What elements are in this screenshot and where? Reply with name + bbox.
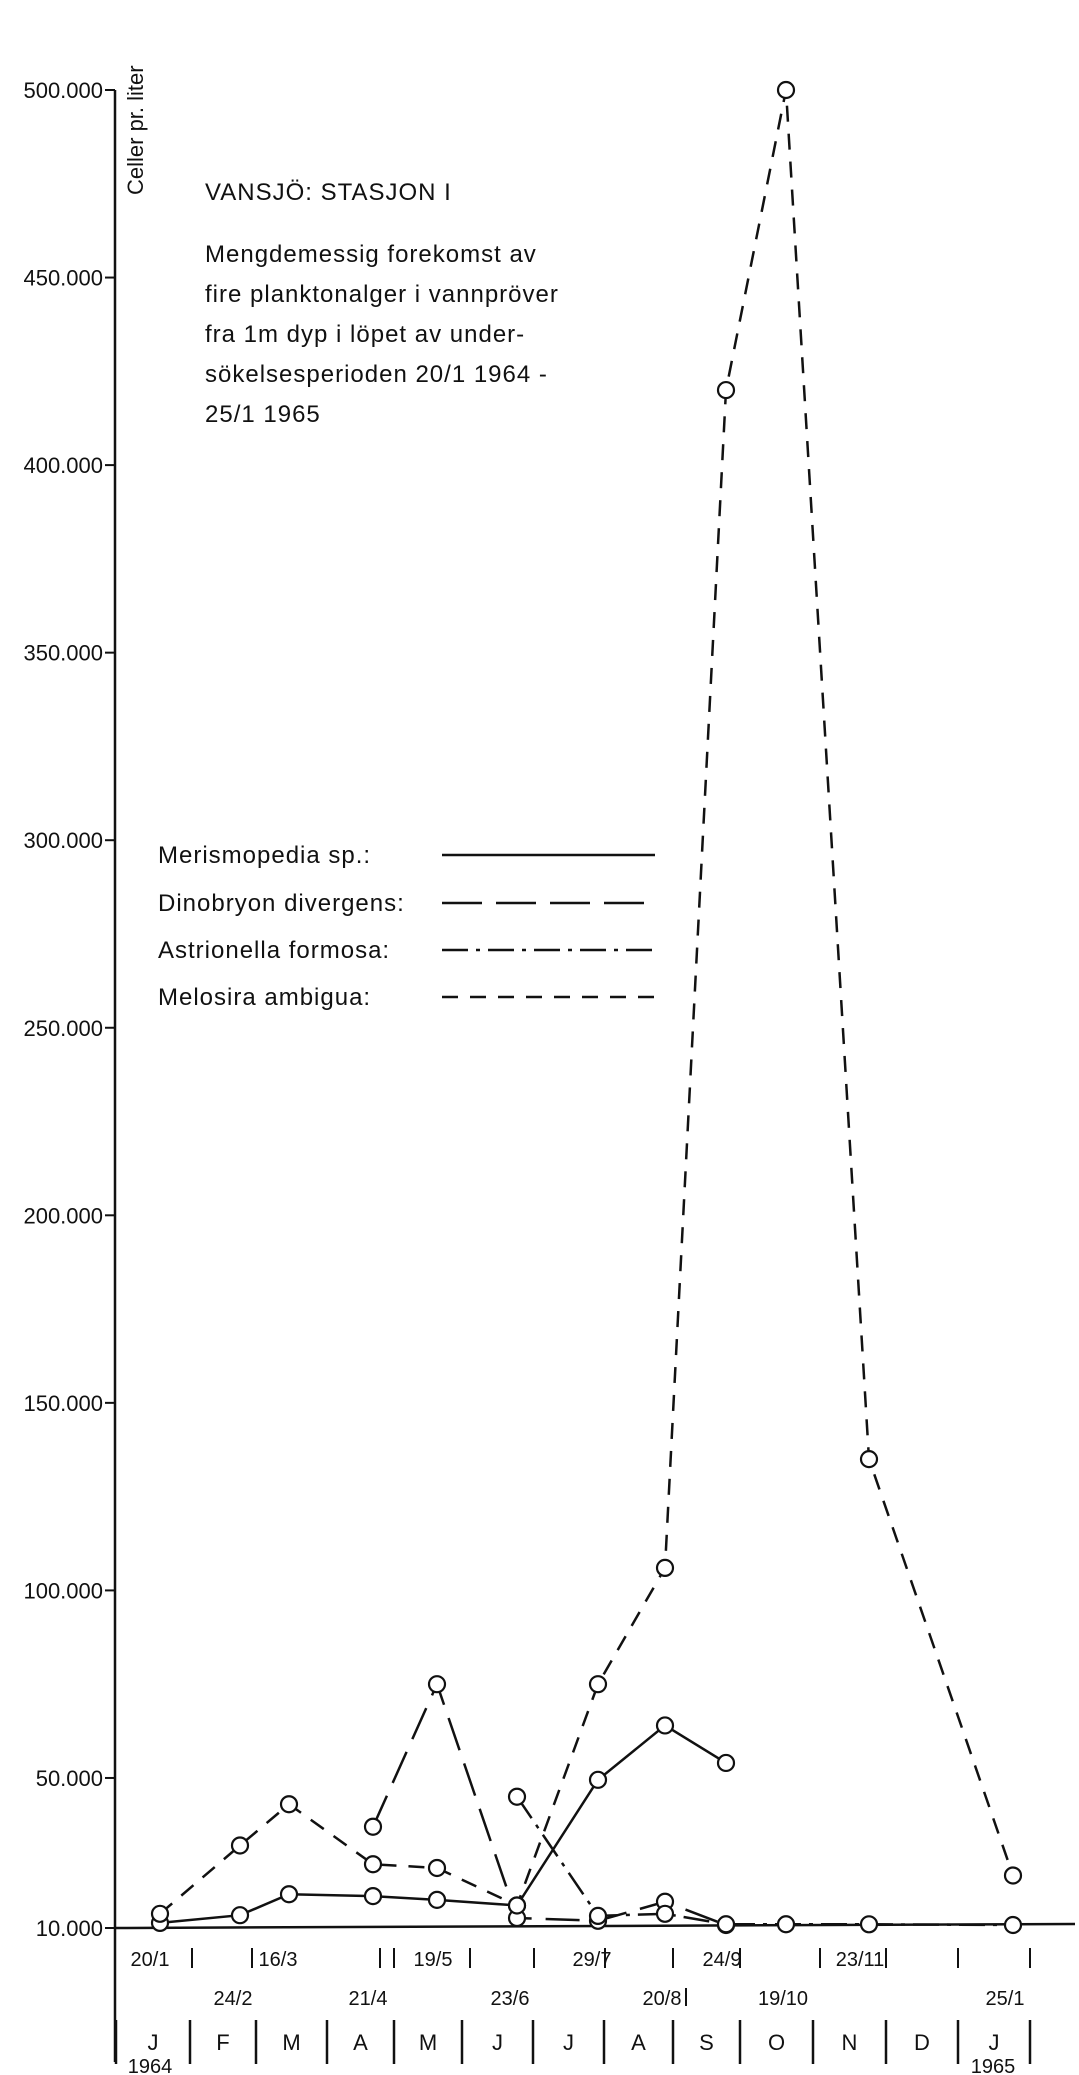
data-point [507, 1896, 527, 1915]
x-month-label: J [492, 2030, 503, 2055]
x-month-label: S [699, 2030, 714, 2055]
x-date-label: 19/5 [414, 1949, 453, 1971]
x-month-label: F [216, 2030, 229, 2055]
x-month-label: O [768, 2030, 785, 2055]
data-point [507, 1787, 527, 1806]
y-tick-label: 250.000 [23, 1016, 103, 1041]
y-tick-label: 50.000 [36, 1766, 103, 1791]
x-month-label: A [353, 2030, 368, 2055]
data-point [363, 1855, 383, 1874]
data-point [363, 1887, 383, 1906]
axes: 10.000 50.000 100.000 150.000 200.000 250.000… [23, 78, 1076, 2075]
data-point [716, 1915, 736, 1934]
x-date-label: 21/4 [349, 1988, 388, 2010]
x-date-label: 23/6 [491, 1988, 530, 2010]
x-month-label: J [148, 2030, 159, 2055]
data-point [427, 1675, 447, 1694]
x-date-label: 16/3 [259, 1949, 298, 1971]
data-point [588, 1906, 608, 1926]
astrionella-series [507, 1787, 1023, 1935]
y-tick-label: 450.000 [23, 266, 103, 291]
merismopedia-series [150, 1716, 736, 1933]
y-tick-label: 350.000 [23, 641, 103, 666]
y-tick-label: 100.000 [23, 1578, 103, 1603]
x-date-label: 24/9 [703, 1949, 742, 1971]
data-point [716, 380, 736, 400]
data-point [588, 1770, 608, 1789]
melosira-series [150, 80, 1023, 1923]
y-tick-label: 500.000 [23, 78, 103, 103]
subtitle-line: fire planktonalger i vannpröver [205, 281, 559, 308]
x-month-label: J [989, 2030, 1000, 2055]
series-layer [150, 80, 1023, 1935]
data-point [655, 1558, 675, 1578]
x-year-label: 1965 [971, 2056, 1016, 2075]
data-point [230, 1906, 250, 1925]
text-layer: Celler pr. liter VANSJÖ: STASJON I Mengd… [123, 65, 559, 428]
subtitle-line: sökelsesperioden 20/1 1964 - [205, 361, 548, 388]
data-point [859, 1450, 879, 1469]
y-tick-label: 10.000 [36, 1916, 103, 1941]
x-month-label: A [631, 2030, 646, 2055]
series-line [159, 89, 1015, 1915]
x-date-label: 20/1 [131, 1949, 170, 1971]
data-point [1003, 1866, 1023, 1885]
x-year-label: 1964 [128, 2056, 173, 2075]
data-point [716, 1753, 736, 1773]
legend-label: Dinobryon divergens: [158, 890, 405, 917]
data-point [1003, 1915, 1023, 1935]
x-month-label: N [842, 2030, 858, 2055]
series-line [371, 1680, 727, 1927]
data-point [859, 1915, 879, 1934]
subtitle-line: Mengdemessig forekomst av [205, 241, 537, 268]
legend-label: Astrionella formosa: [158, 937, 390, 964]
legend: Merismopedia sp.: Dinobryon divergens: Ast… [158, 842, 655, 1011]
y-axis-label: Celler pr. liter [123, 65, 148, 195]
subtitle-line: 25/1 1965 [205, 401, 321, 428]
subtitle-line: fra 1m dyp i löpet av under- [205, 321, 525, 348]
data-point [363, 1817, 383, 1836]
x-month-label: M [419, 2030, 437, 2055]
x-date-label: 20/8 [643, 1988, 682, 2010]
data-point [427, 1858, 447, 1878]
data-point [230, 1836, 250, 1855]
y-tick-label: 200.000 [23, 1203, 103, 1228]
data-point [427, 1890, 447, 1909]
x-month-label: D [914, 2030, 930, 2055]
x-date-label: 24/2 [214, 1988, 253, 2010]
data-point [279, 1795, 299, 1814]
x-date-label: 25/1 [986, 1988, 1025, 2010]
x-date-label: 23/11 [836, 1949, 885, 1971]
series-line [515, 1796, 1014, 1927]
dinobryon-series [363, 1675, 736, 1935]
data-point [588, 1675, 608, 1694]
data-point [279, 1885, 299, 1904]
x-month-label: J [563, 2030, 574, 2055]
legend-label: Melosira ambigua: [158, 984, 371, 1011]
legend-label: Merismopedia sp.: [158, 842, 371, 869]
data-point [655, 1904, 675, 1923]
data-point [655, 1716, 675, 1735]
x-date-label: 19/10 [758, 1988, 808, 2010]
y-tick-label: 150.000 [23, 1391, 103, 1416]
x-date-label: 29/7 [573, 1949, 612, 1971]
chart-title: VANSJÖ: STASJON I [205, 179, 452, 206]
y-tick-label: 300.000 [23, 828, 103, 853]
y-tick-label: 400.000 [23, 453, 103, 478]
data-point [776, 80, 796, 100]
data-point [776, 1915, 796, 1934]
x-month-label: M [282, 2030, 300, 2055]
data-point [150, 1904, 170, 1923]
